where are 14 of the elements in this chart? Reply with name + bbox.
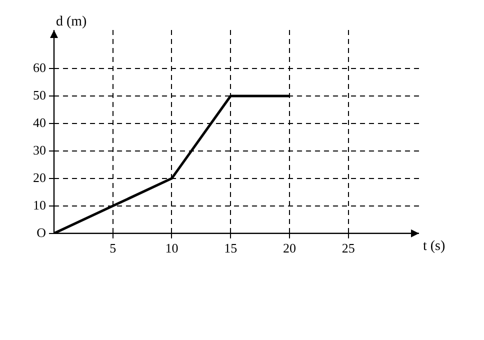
x-tick-label: 20: [282, 240, 296, 256]
x-tick-label: 25: [342, 240, 355, 256]
x-axis-title: t (s): [423, 239, 446, 254]
y-tick-label: 30: [33, 142, 46, 158]
y-tick-label: 60: [33, 60, 46, 75]
y-tick-label: 50: [33, 87, 46, 102]
y-tick-label: O: [36, 224, 46, 240]
y-tick-label: 20: [33, 170, 46, 185]
y-axis-title: d (m): [56, 14, 88, 30]
x-tick-label: 15: [224, 240, 238, 256]
y-tick-label: 40: [33, 114, 46, 130]
x-tick-label: 10: [165, 240, 178, 256]
x-tick-label: 5: [110, 240, 116, 256]
y-tick-label: 10: [33, 197, 46, 212]
